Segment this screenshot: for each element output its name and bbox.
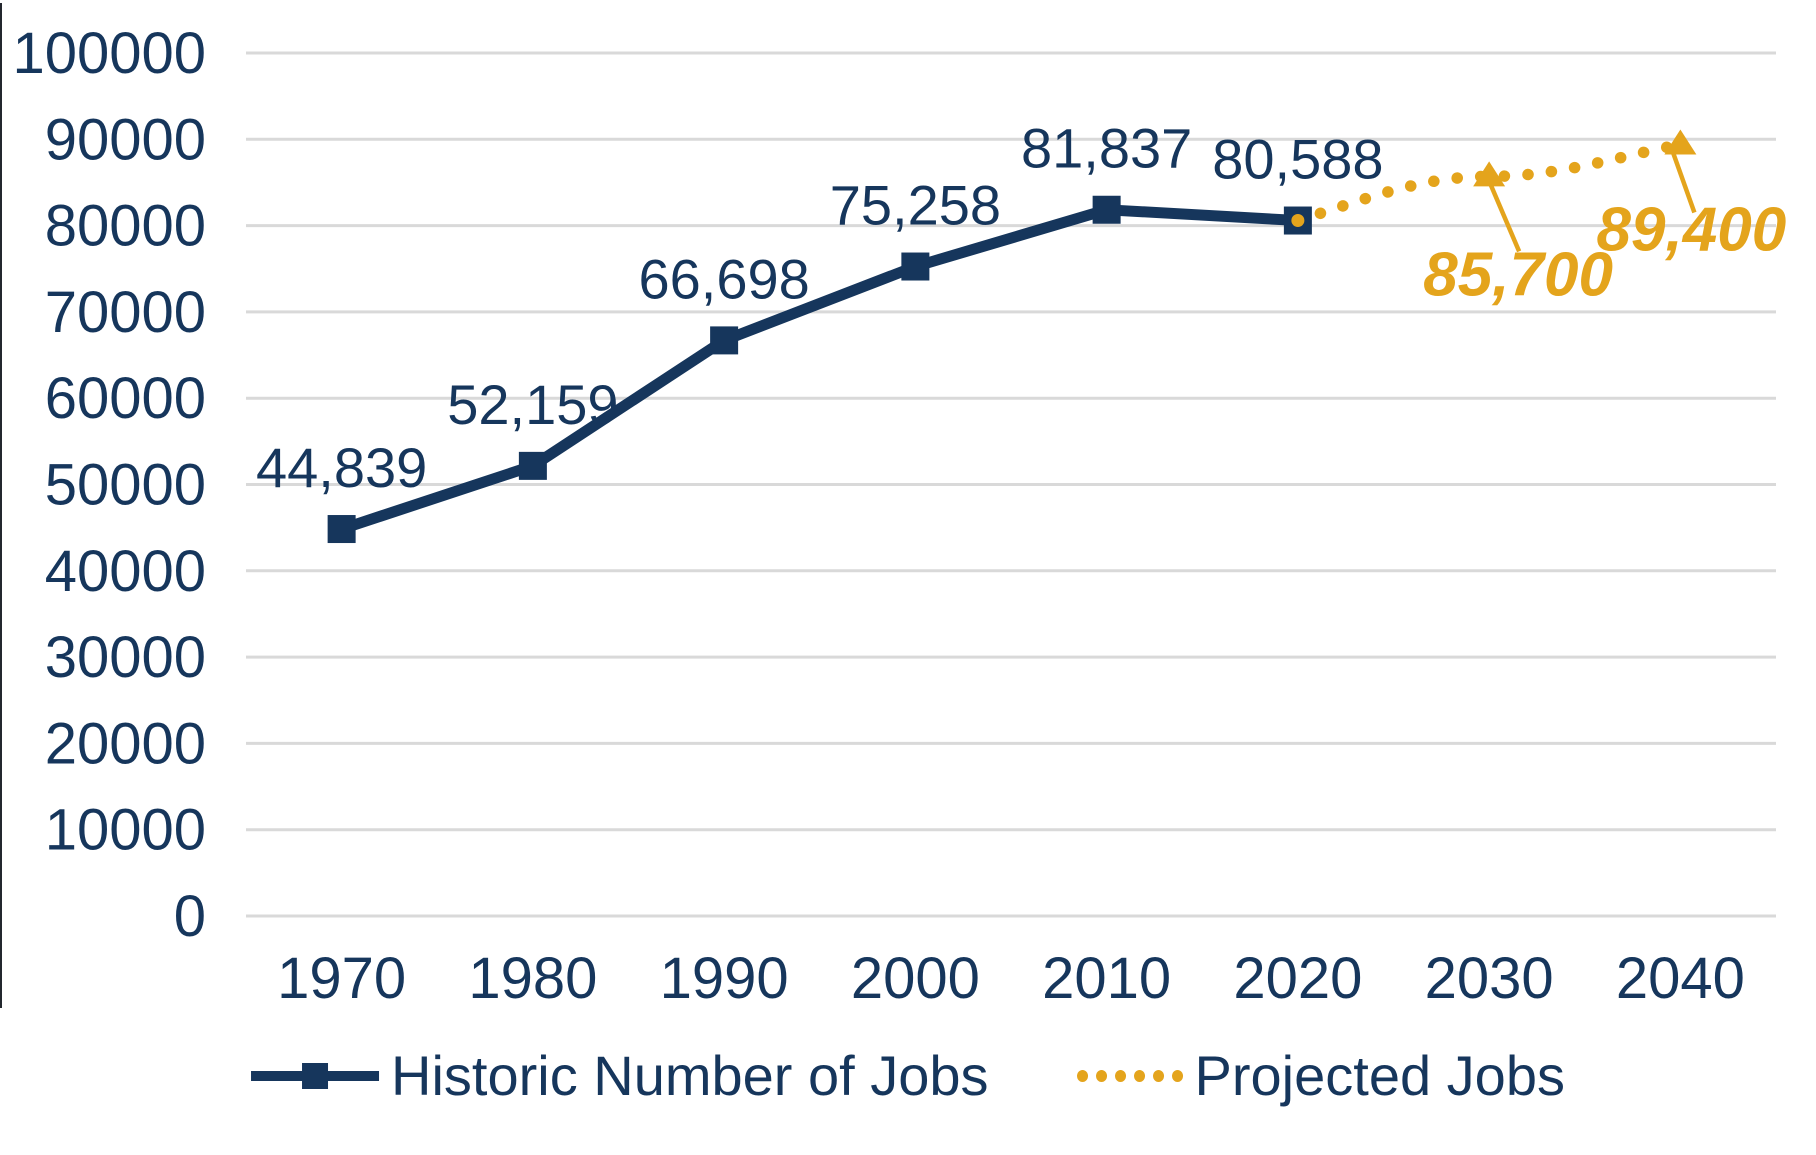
svg-text:50000: 50000 bbox=[45, 453, 206, 518]
projected-dotted-swatch-icon bbox=[1076, 1070, 1183, 1082]
svg-text:1990: 1990 bbox=[660, 946, 789, 1011]
svg-text:1970: 1970 bbox=[277, 946, 406, 1011]
gridlines bbox=[246, 51, 1776, 918]
svg-text:2040: 2040 bbox=[1616, 946, 1745, 1011]
svg-text:81,837: 81,837 bbox=[1021, 117, 1192, 180]
svg-text:100000: 100000 bbox=[12, 21, 206, 86]
svg-text:44,839: 44,839 bbox=[256, 436, 427, 499]
data-labels: 44,839 52,159 66,698 75,258 81,837 80,588 85,7… bbox=[256, 117, 1786, 499]
svg-text:30000: 30000 bbox=[45, 625, 206, 690]
svg-text:80,588: 80,588 bbox=[1212, 128, 1383, 191]
svg-text:75,258: 75,258 bbox=[830, 174, 1001, 237]
svg-text:89,400: 89,400 bbox=[1597, 195, 1787, 264]
svg-text:2020: 2020 bbox=[1233, 946, 1362, 1011]
svg-text:80000: 80000 bbox=[45, 194, 206, 259]
legend-item-projected: Projected Jobs bbox=[1076, 1044, 1565, 1107]
historic-jobs-series bbox=[327, 195, 1312, 544]
window-edge-artifact bbox=[0, 3, 2, 1008]
svg-text:2010: 2010 bbox=[1042, 946, 1171, 1011]
svg-text:40000: 40000 bbox=[45, 539, 206, 604]
svg-text:85,700: 85,700 bbox=[1423, 240, 1613, 309]
y-axis-tick-labels: 0 10000 20000 30000 40000 50000 60000 70000 8000… bbox=[12, 21, 206, 949]
svg-text:2000: 2000 bbox=[851, 946, 980, 1011]
legend-item-historic: Historic Number of Jobs bbox=[251, 1048, 989, 1104]
legend-label-projected: Projected Jobs bbox=[1194, 1044, 1565, 1107]
svg-text:52,159: 52,159 bbox=[447, 373, 618, 436]
historic-line-swatch-icon bbox=[251, 1062, 380, 1090]
svg-text:1980: 1980 bbox=[468, 946, 597, 1011]
chart-legend: Historic Number of Jobs Projected Jobs bbox=[251, 1048, 1565, 1104]
svg-text:20000: 20000 bbox=[45, 711, 206, 776]
svg-text:90000: 90000 bbox=[45, 107, 206, 172]
svg-text:66,698: 66,698 bbox=[638, 247, 809, 310]
projected-jobs-series bbox=[1292, 129, 1697, 227]
svg-text:60000: 60000 bbox=[45, 366, 206, 431]
svg-text:70000: 70000 bbox=[45, 280, 206, 345]
svg-text:0: 0 bbox=[174, 884, 206, 949]
legend-label-historic: Historic Number of Jobs bbox=[391, 1044, 989, 1107]
svg-text:10000: 10000 bbox=[45, 798, 206, 863]
svg-text:2030: 2030 bbox=[1425, 946, 1554, 1011]
x-axis-tick-labels: 1970 1980 1990 2000 2010 2020 2030 2040 bbox=[277, 946, 1745, 1011]
